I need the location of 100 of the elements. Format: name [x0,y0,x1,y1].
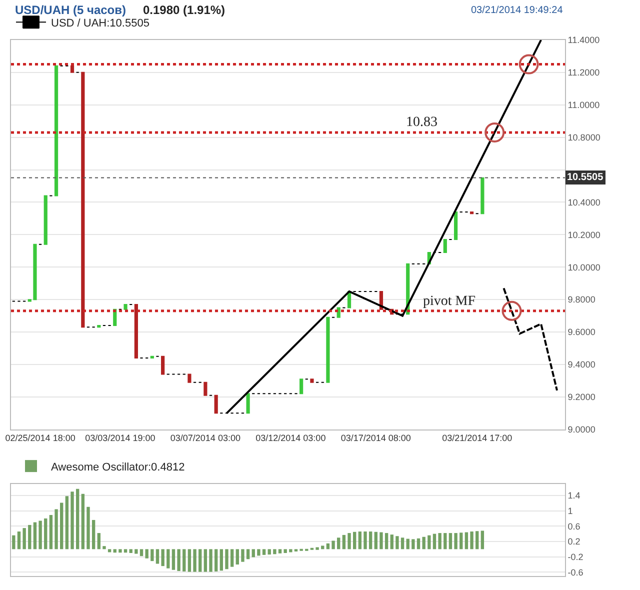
bar [273,549,276,554]
candlestick [204,382,208,396]
x-tick-label: 03/03/2014 19:00 [85,433,156,444]
bar [220,549,224,571]
bar [70,492,74,550]
bar [470,531,474,550]
y-tick-label: 11.2000 [568,68,600,78]
bar [204,549,208,572]
bar [230,549,234,567]
candlestick [81,72,85,328]
bar [428,535,431,550]
bar [268,549,271,555]
bar [102,546,106,550]
bar [337,538,340,550]
bar [140,549,144,556]
legend-label: USD / UAH:10.5505 [51,17,150,30]
x-tick-label: 03/12/2014 03:00 [256,433,326,444]
bar [76,488,80,550]
bar [209,549,212,572]
y-tick-label: 10.8000 [568,132,600,142]
bar [444,533,447,550]
bar [422,536,426,550]
y-tick-label: -0.6 [568,567,584,578]
bar [134,549,138,554]
bar [464,532,468,550]
candlestick [310,378,314,383]
x-tick-label: 03/21/2014 17:00 [442,433,512,444]
bar [65,496,69,550]
candlestick [44,195,48,245]
x-tick-label: 02/25/2014 18:00 [5,433,76,444]
bar [124,549,128,553]
bar [22,528,26,550]
bar [38,520,42,550]
bar [60,502,64,550]
bar [252,549,255,558]
bar [316,547,319,550]
bar [460,532,463,550]
bar [225,549,228,570]
bar [396,536,399,550]
bar [44,518,48,550]
bar [81,494,85,550]
bar [390,534,394,550]
candlestick [454,211,458,240]
ref-line-label: 10.5505 [567,172,604,183]
y-tick-label: 9.6000 [568,327,596,338]
bar [406,538,410,550]
candlestick [188,374,192,383]
candlestick [443,239,447,254]
bar [182,549,186,572]
bar [448,533,452,550]
bar [416,538,420,550]
y-tick-label: 0.2 [568,536,580,547]
bar [97,533,100,550]
y-tick-label: 9.8000 [568,294,596,305]
bar [33,522,37,550]
bar [246,549,250,560]
candlestick [134,304,138,358]
legend-label: Awesome Oscillator:0.4812 [51,461,185,474]
bar [380,532,383,550]
x-tick-label: 03/07/2014 03:00 [170,433,240,444]
bar [129,549,132,553]
bar [193,549,196,572]
bar [145,549,148,558]
chart-title: USD/UAH (5 часов) [14,3,126,18]
chart-subtitle: 0.1980 (1.91%) [143,3,226,17]
y-tick-label: 9.4000 [568,360,596,370]
bar [49,514,53,550]
candlestick [161,356,165,375]
line-series [502,287,558,392]
y-tick-label: 10.2000 [568,230,600,240]
bar [476,531,479,550]
bar [28,524,32,550]
bar [348,533,351,550]
bar [400,538,404,550]
bar [368,531,372,550]
candlestick [326,316,330,383]
bar [278,549,282,554]
text: 03/21/2014 19:49:24 [471,5,564,16]
y-tick-label: 9.0000 [568,424,596,435]
candlestick [214,394,218,414]
bar [188,549,192,572]
bar [172,549,176,570]
bar [342,534,346,550]
candlestick [70,65,74,73]
y-tick-label: 11.4000 [568,35,600,46]
candlestick [97,325,101,328]
bar [321,546,324,550]
candlestick [480,177,484,214]
bar [236,549,239,565]
bar [352,532,356,550]
y-tick-label: 10.4000 [568,197,600,208]
bar [161,549,164,566]
y-tick-label: 10.0000 [568,262,600,272]
bar [384,533,388,550]
candlestick [54,65,58,196]
y-tick-label: 1 [568,506,573,516]
y-tick-label: -0.2 [568,552,584,562]
ref-line-label: pivot MF [423,294,476,309]
bar [12,535,16,550]
bar [241,549,244,562]
